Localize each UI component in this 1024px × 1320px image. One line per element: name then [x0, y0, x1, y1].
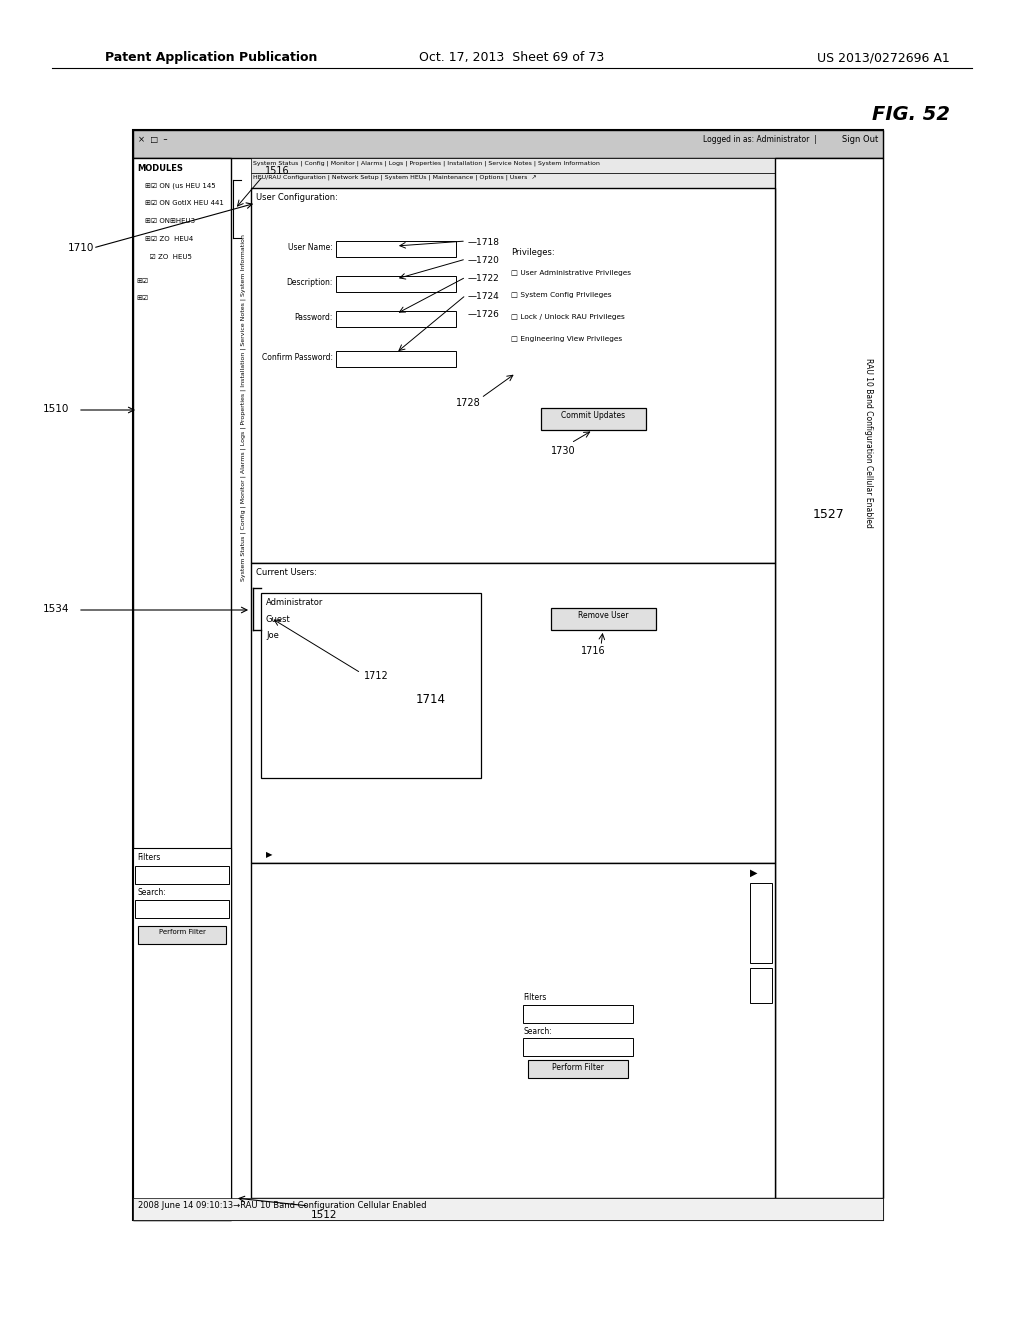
Text: Password:: Password:: [295, 313, 333, 322]
Bar: [775, 158, 883, 1199]
Text: Current Users:: Current Users:: [256, 568, 316, 577]
Text: Logged in as: Administrator  |: Logged in as: Administrator |: [703, 135, 817, 144]
Text: Perform Filter: Perform Filter: [552, 1063, 604, 1072]
Bar: [528, 1060, 628, 1078]
Text: 1712: 1712: [364, 671, 389, 681]
Bar: [133, 158, 231, 1220]
Text: Remove User: Remove User: [578, 611, 629, 620]
Bar: [251, 187, 775, 564]
Text: Commit Updates: Commit Updates: [561, 411, 625, 420]
Text: User Name:: User Name:: [288, 243, 333, 252]
Bar: [336, 242, 456, 257]
Text: 1710: 1710: [68, 243, 94, 253]
Text: Sign Out: Sign Out: [842, 135, 878, 144]
Text: □ Lock / Unlock RAU Privileges: □ Lock / Unlock RAU Privileges: [511, 314, 625, 319]
Text: RAU 10 Band Configuration Cellular Enabled: RAU 10 Band Configuration Cellular Enabl…: [863, 358, 872, 528]
Text: ⊞☑: ⊞☑: [136, 279, 148, 284]
Bar: [750, 968, 772, 1003]
Text: Administrator: Administrator: [266, 598, 324, 607]
Text: ⊞☑ ON⊞HEU3: ⊞☑ ON⊞HEU3: [145, 218, 196, 224]
Bar: [336, 276, 456, 292]
Bar: [551, 609, 656, 630]
Text: 1527: 1527: [813, 508, 845, 521]
Text: ⊞☑: ⊞☑: [136, 294, 148, 301]
Text: Guest: Guest: [266, 615, 291, 624]
Text: ▶: ▶: [266, 850, 272, 859]
Text: 1716: 1716: [581, 645, 605, 656]
Bar: [133, 129, 883, 158]
Bar: [135, 900, 229, 917]
Bar: [133, 129, 883, 1220]
Text: Perform Filter: Perform Filter: [159, 929, 206, 935]
Text: 1714: 1714: [416, 693, 446, 706]
Text: ▶: ▶: [750, 869, 758, 878]
Text: MODULES: MODULES: [137, 164, 183, 173]
Bar: [251, 173, 775, 187]
Bar: [523, 1005, 633, 1023]
Text: Search:: Search:: [523, 1027, 552, 1036]
Text: FIG. 52: FIG. 52: [872, 106, 950, 124]
Bar: [336, 351, 456, 367]
Text: ⊞☑ ZO  HEU4: ⊞☑ ZO HEU4: [145, 236, 194, 242]
Text: 1516: 1516: [265, 166, 290, 176]
Text: 2008 June 14 09:10:13→RAU 10 Band Configuration Cellular Enabled: 2008 June 14 09:10:13→RAU 10 Band Config…: [138, 1201, 427, 1210]
Text: Description:: Description:: [287, 279, 333, 286]
Text: 1534: 1534: [43, 605, 70, 614]
Text: □ Engineering View Privileges: □ Engineering View Privileges: [511, 337, 623, 342]
Bar: [336, 312, 456, 327]
Text: System Status | Config | Monitor | Alarms | Logs | Properties | Installation | S: System Status | Config | Monitor | Alarm…: [253, 160, 600, 165]
Text: Oct. 17, 2013  Sheet 69 of 73: Oct. 17, 2013 Sheet 69 of 73: [420, 51, 604, 65]
Bar: [133, 1199, 883, 1220]
Bar: [135, 866, 229, 884]
Text: System Status | Config | Monitor | Alarms | Logs | Properties | Installation | S: System Status | Config | Monitor | Alarm…: [241, 235, 246, 581]
Text: □ User Administrative Privileges: □ User Administrative Privileges: [511, 271, 631, 276]
Text: Patent Application Publication: Patent Application Publication: [105, 51, 317, 65]
Text: Confirm Password:: Confirm Password:: [262, 352, 333, 362]
Text: Joe: Joe: [266, 631, 279, 640]
Bar: [251, 863, 775, 1199]
Text: —1722: —1722: [468, 275, 500, 282]
Bar: [523, 1038, 633, 1056]
Text: 1512: 1512: [311, 1210, 338, 1220]
Text: ⊞☑ ON (us HEU 145: ⊞☑ ON (us HEU 145: [145, 182, 216, 189]
Text: —1724: —1724: [468, 292, 500, 301]
Text: ⊞☑ ON GotIX HEU 441: ⊞☑ ON GotIX HEU 441: [145, 201, 224, 206]
Text: ☑ ZO  HEU5: ☑ ZO HEU5: [145, 253, 191, 260]
Text: Filters: Filters: [523, 993, 547, 1002]
Text: —1726: —1726: [468, 310, 500, 319]
Text: —1720: —1720: [468, 256, 500, 265]
Text: 1730: 1730: [551, 446, 575, 455]
Text: Filters: Filters: [137, 853, 161, 862]
Text: Search:: Search:: [137, 888, 166, 898]
Bar: [251, 158, 775, 173]
Text: Privileges:: Privileges:: [511, 248, 555, 257]
Text: 1728: 1728: [456, 399, 480, 408]
Text: 1510: 1510: [43, 404, 70, 414]
Bar: [138, 927, 226, 944]
Bar: [750, 883, 772, 964]
Text: US 2013/0272696 A1: US 2013/0272696 A1: [817, 51, 950, 65]
Text: HEU/RAU Configuration | Network Setup | System HEUs | Maintenance | Options | Us: HEU/RAU Configuration | Network Setup | …: [253, 176, 537, 181]
Bar: [261, 593, 481, 777]
Bar: [251, 564, 775, 863]
Bar: [133, 847, 231, 1220]
Text: □ System Config Privileges: □ System Config Privileges: [511, 292, 611, 298]
Text: User Configuration:: User Configuration:: [256, 193, 338, 202]
Text: —1718: —1718: [468, 238, 500, 247]
Text: ×  □  –: × □ –: [138, 135, 168, 144]
Bar: [541, 408, 646, 430]
